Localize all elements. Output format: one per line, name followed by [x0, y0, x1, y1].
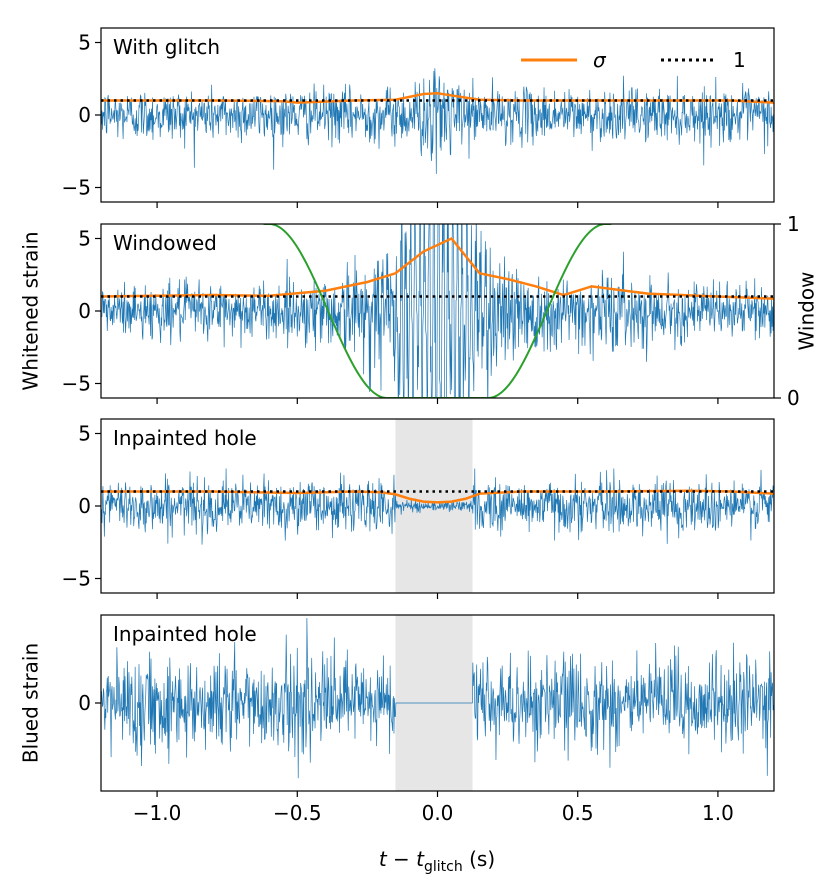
y-tick-label: −5: [62, 372, 91, 396]
panel-blued-title: Inpainted hole: [113, 622, 257, 646]
panel-inpainted-plot-area: [101, 419, 774, 593]
panel-blued-plot-area: [101, 615, 774, 791]
x-tick-label: 0.5: [562, 801, 594, 825]
y-axis-label-blued: Blued strain: [19, 643, 43, 763]
legend-one-label: 1: [733, 48, 746, 72]
panel-windowed: −5 0 5 Windowed 1 0 Window: [62, 212, 819, 410]
x-tick-label: 0.0: [422, 801, 454, 825]
panel-with-glitch-title: With glitch: [113, 35, 220, 59]
panel-blued: −1.0 −0.5 0.0 0.5 1.0 0 Inpainted hole: [78, 614, 775, 825]
y-tick-label: 5: [78, 422, 91, 446]
y-axis-label-whitened: Whitened strain: [19, 231, 43, 390]
strain-series: [101, 468, 774, 545]
right-tick-label-0: 0: [787, 386, 800, 410]
panel-inpainted-axes: −5 0 5: [62, 422, 719, 599]
legend: σ 1: [521, 48, 746, 72]
panel-inpainted: −5 0 5 Inpainted hole: [62, 418, 775, 599]
y-tick-label: 0: [78, 103, 91, 127]
panel-with-glitch-axes: −5 0 5: [62, 31, 719, 208]
y-tick-label: 0: [78, 299, 91, 323]
x-tick-label: 1.0: [702, 801, 734, 825]
panel-windowed-title: Windowed: [113, 231, 217, 255]
window-series: [263, 224, 612, 398]
y-tick-label: −5: [62, 176, 91, 200]
right-axis-label: Window: [795, 272, 819, 351]
panel-windowed-plot-area: [101, 224, 774, 398]
strain-series: [101, 618, 774, 779]
y-tick-label: 0: [78, 691, 91, 715]
y-tick-label: 5: [78, 31, 91, 55]
sigma-series: [101, 236, 774, 300]
strain-series: [101, 224, 774, 398]
y-tick-label: −5: [62, 567, 91, 591]
x-axis-label: t − tglitch (s): [379, 847, 495, 875]
strain-series: [101, 68, 774, 175]
x-tick-label: −0.5: [273, 801, 322, 825]
y-tick-label: 5: [78, 227, 91, 251]
legend-sigma-label: σ: [593, 48, 607, 72]
panel-blued-axes: −1.0 −0.5 0.0 0.5 1.0 0: [78, 691, 734, 825]
y-tick-label: 0: [78, 494, 91, 518]
panel-with-glitch: −5 0 5 With glitch σ 1: [62, 27, 775, 208]
panel-windowed-axes: −5 0 5: [62, 227, 719, 404]
panel-with-glitch-plot-area: [101, 68, 774, 175]
right-tick-label-1: 1: [787, 212, 800, 236]
panel-inpainted-title: Inpainted hole: [113, 426, 257, 450]
x-tick-label: −1.0: [133, 801, 182, 825]
sigma-series: [101, 489, 774, 504]
